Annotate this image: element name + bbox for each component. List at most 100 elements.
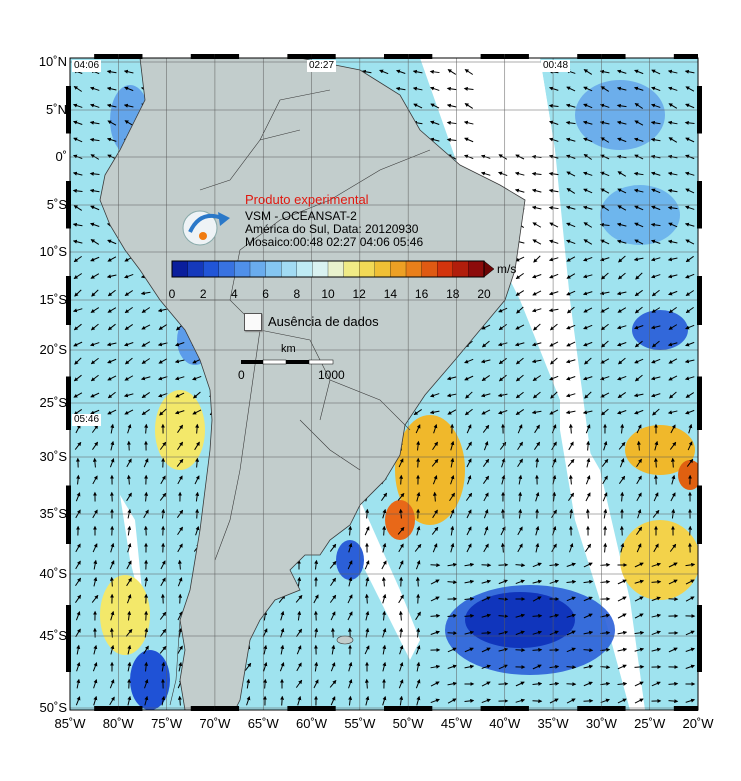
wind-vector [688,423,693,434]
wind-vector [568,423,573,434]
wind-vector [549,323,558,331]
wind-vector [159,408,167,416]
frame-tick [480,706,505,711]
wind-vector [650,393,661,398]
frame-tick [66,181,71,205]
wind-vector [549,562,560,567]
wind-vector [144,679,149,689]
colorbar-segment [405,260,423,278]
wind-vector [651,613,662,618]
wind-vector [158,392,168,398]
wind-vector [348,525,353,536]
colorbar-tick-label: 0 [168,287,176,301]
wind-vector [483,475,490,484]
wind-vector [650,171,661,176]
wind-vector [651,596,661,602]
wind-vector [500,526,506,536]
frame-tick [577,54,602,59]
wind-vector [616,222,627,227]
wind-vector [313,594,319,604]
wind-vector [89,188,100,193]
wind-vector [466,526,472,536]
wind-vector [600,562,611,567]
wind-vector [481,579,492,584]
wind-vector [481,409,491,415]
wind-vector [565,410,576,415]
wind-vector [583,324,593,330]
wind-vector [566,256,576,262]
wind-vector [382,610,387,621]
wind-vector [91,594,99,603]
wind-vector [464,664,475,669]
wind-vector [616,86,627,91]
frame-tick [66,485,71,514]
wind-vector [159,645,167,654]
wind-vector [600,392,610,398]
wind-vector [124,273,134,279]
longitude-label: 60˚W [296,716,328,731]
wind-vector [668,306,677,314]
wind-vector [446,86,457,91]
wind-vector [365,695,370,706]
wind-vector [634,120,644,126]
wind-vector [566,222,576,228]
wind-vector [633,86,644,91]
wind-vector [295,594,303,603]
wind-vector [143,645,149,655]
wind-vector [106,342,117,347]
frame-tick [66,376,71,403]
wind-vector [651,562,662,567]
wind-vector [109,458,115,468]
frame-tick [287,706,312,711]
wind-vector [514,188,525,193]
wind-vector [651,579,662,584]
latitude-label: 10˚S [39,244,67,259]
wind-vector [582,205,593,210]
wind-vector [159,611,167,620]
wind-vector [398,560,404,570]
wind-vector [331,644,336,655]
wind-vector [584,391,592,399]
wind-vector [667,86,678,91]
wind-vector [617,357,626,365]
wind-vector [412,86,423,91]
wind-vector [498,579,508,585]
frame-tick [697,110,702,134]
wind-vector [447,580,458,585]
wind-vector [651,188,661,194]
wind-vector [177,441,183,451]
frame-tick [480,54,505,59]
wind-vector [158,358,168,364]
wind-vector [432,491,437,502]
wind-vector [549,613,560,618]
wind-vector [480,359,491,364]
wind-vector [685,664,696,669]
wind-vector [177,424,183,433]
wind-vector [566,188,576,194]
colorbar-segment [203,260,220,278]
frame-tick [697,376,702,403]
colorbar-segment [374,260,392,278]
wind-vector [651,340,660,348]
wind-vector [532,664,542,670]
wind-vector [583,307,593,313]
wind-vector [565,393,576,398]
colorbar-tick-label: 16 [414,287,429,301]
wind-vector [297,576,302,587]
wind-vector [583,137,593,143]
wind-vector [617,579,627,585]
wind-vector [634,205,644,211]
wind-vector [535,525,540,536]
wind-vector [416,645,421,655]
wind-vector [399,644,404,655]
wind-vector [481,563,492,568]
wind-vector [518,491,523,502]
wind-vector [450,457,455,468]
wind-vector [616,69,627,74]
wind-vector [585,475,591,485]
wind-vector [566,290,576,296]
latitude-label: 5˚S [46,197,67,212]
wind-vector [651,630,661,636]
colorbar-segment [281,260,298,278]
wind-vector [75,560,81,570]
